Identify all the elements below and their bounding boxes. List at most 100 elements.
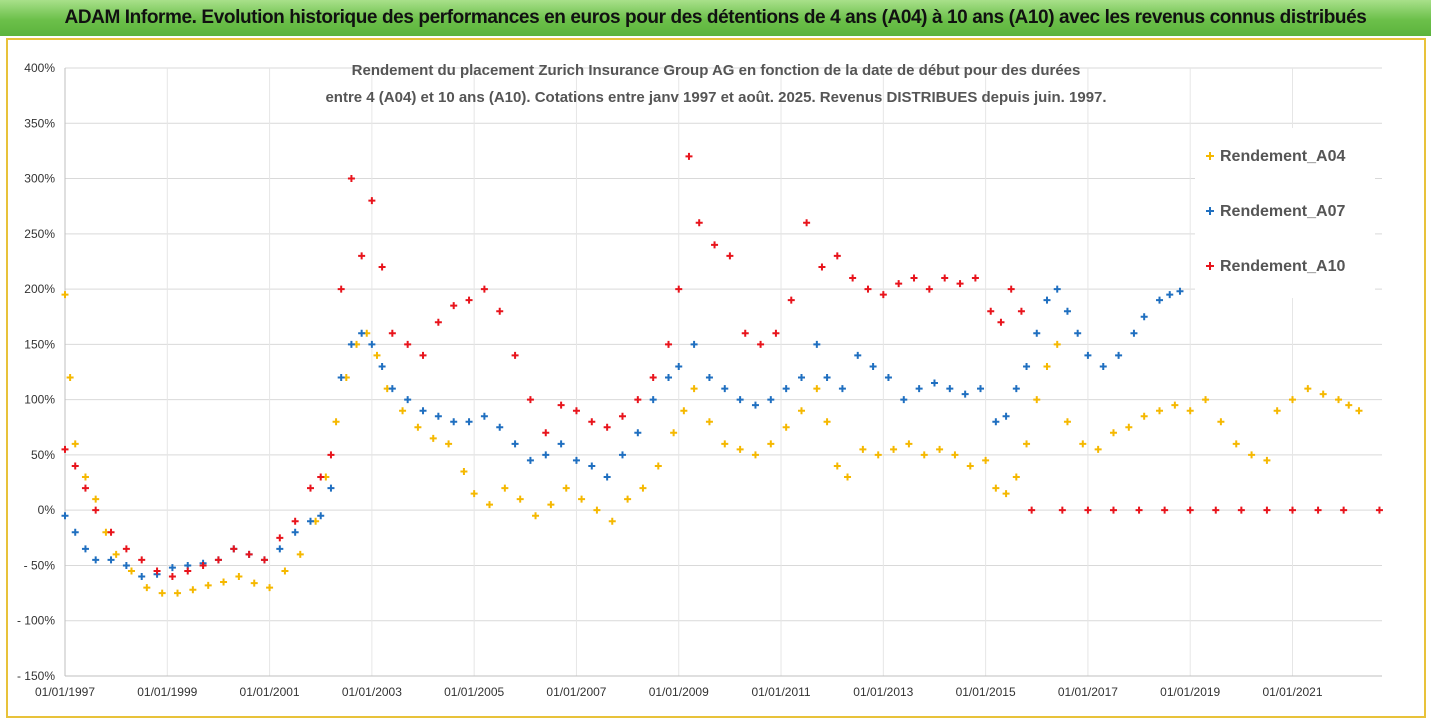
data-point	[951, 451, 959, 459]
data-point	[736, 396, 744, 404]
data-point	[987, 307, 995, 315]
data-point	[122, 561, 130, 569]
data-point	[588, 462, 596, 470]
data-point	[818, 263, 826, 271]
data-point	[1248, 451, 1256, 459]
data-point	[542, 429, 550, 437]
banner-title: ADAM Informe. Evolution historique des p…	[64, 7, 1367, 28]
data-point	[1084, 351, 1092, 359]
data-point	[127, 567, 135, 575]
data-point	[143, 584, 151, 592]
data-point	[1099, 362, 1107, 370]
data-point	[445, 440, 453, 448]
data-point	[751, 401, 759, 409]
data-point	[81, 473, 89, 481]
data-point	[675, 285, 683, 293]
data-point	[496, 307, 504, 315]
data-point	[618, 412, 626, 420]
data-point	[1273, 407, 1281, 415]
data-point	[168, 573, 176, 581]
data-point	[1028, 506, 1036, 514]
series-rendement-a10	[61, 152, 1383, 581]
x-tick-label: 01/01/2015	[956, 685, 1016, 699]
data-point	[291, 517, 299, 525]
data-point	[915, 385, 923, 393]
series-rendement-a04	[61, 291, 1363, 597]
data-point	[982, 456, 990, 464]
data-point	[639, 484, 647, 492]
data-point	[1375, 506, 1383, 514]
data-point	[1007, 285, 1015, 293]
data-point	[306, 484, 314, 492]
data-point	[603, 423, 611, 431]
data-point	[480, 412, 488, 420]
data-point	[1043, 362, 1051, 370]
data-point	[1063, 307, 1071, 315]
data-point	[572, 456, 580, 464]
data-point	[665, 340, 673, 348]
data-point	[797, 374, 805, 382]
data-point	[358, 329, 366, 337]
data-point	[711, 241, 719, 249]
data-point	[1063, 418, 1071, 426]
data-point	[450, 302, 458, 310]
chart-frame	[6, 38, 1426, 718]
data-point	[1263, 506, 1271, 514]
data-point	[1340, 506, 1348, 514]
data-point	[419, 351, 427, 359]
data-point	[634, 429, 642, 437]
data-point	[122, 545, 130, 553]
data-point	[654, 462, 662, 470]
data-point	[624, 495, 632, 503]
data-point	[844, 473, 852, 481]
data-point	[1109, 506, 1117, 514]
data-point	[690, 385, 698, 393]
data-point	[327, 484, 335, 492]
data-point	[864, 285, 872, 293]
data-point	[1263, 456, 1271, 464]
data-point	[347, 340, 355, 348]
grid-lines	[64, 67, 1382, 677]
data-point	[941, 274, 949, 282]
y-tick-label: 50%	[31, 448, 55, 462]
y-tick-label: - 50%	[24, 558, 56, 572]
data-point	[992, 418, 1000, 426]
data-point	[787, 296, 795, 304]
data-point	[317, 512, 325, 520]
data-point	[578, 495, 586, 503]
data-point	[649, 374, 657, 382]
data-point	[665, 374, 673, 382]
data-point	[71, 462, 79, 470]
data-point	[930, 379, 938, 387]
data-point	[956, 280, 964, 288]
y-tick-label: 250%	[24, 227, 55, 241]
data-point	[373, 351, 381, 359]
x-tick-label: 01/01/2005	[444, 685, 504, 699]
data-point	[1135, 506, 1143, 514]
data-point	[496, 423, 504, 431]
data-point	[480, 285, 488, 293]
data-point	[399, 407, 407, 415]
data-point	[823, 418, 831, 426]
data-point	[511, 351, 519, 359]
y-tick-label: 100%	[24, 393, 55, 407]
data-point	[511, 440, 519, 448]
data-point	[1314, 506, 1322, 514]
legend-marker	[1206, 207, 1214, 215]
data-point	[1023, 440, 1031, 448]
data-point	[220, 578, 228, 586]
chart-title-line-2: entre 4 (A04) et 10 ans (A10). Cotations…	[325, 89, 1106, 106]
data-point	[460, 467, 468, 475]
data-point	[276, 545, 284, 553]
data-point	[414, 423, 422, 431]
data-point	[260, 556, 268, 564]
data-point	[266, 584, 274, 592]
data-point	[971, 274, 979, 282]
data-point	[1053, 340, 1061, 348]
data-point	[910, 274, 918, 282]
data-point	[675, 362, 683, 370]
data-point	[833, 462, 841, 470]
data-point	[388, 329, 396, 337]
data-point	[332, 418, 340, 426]
